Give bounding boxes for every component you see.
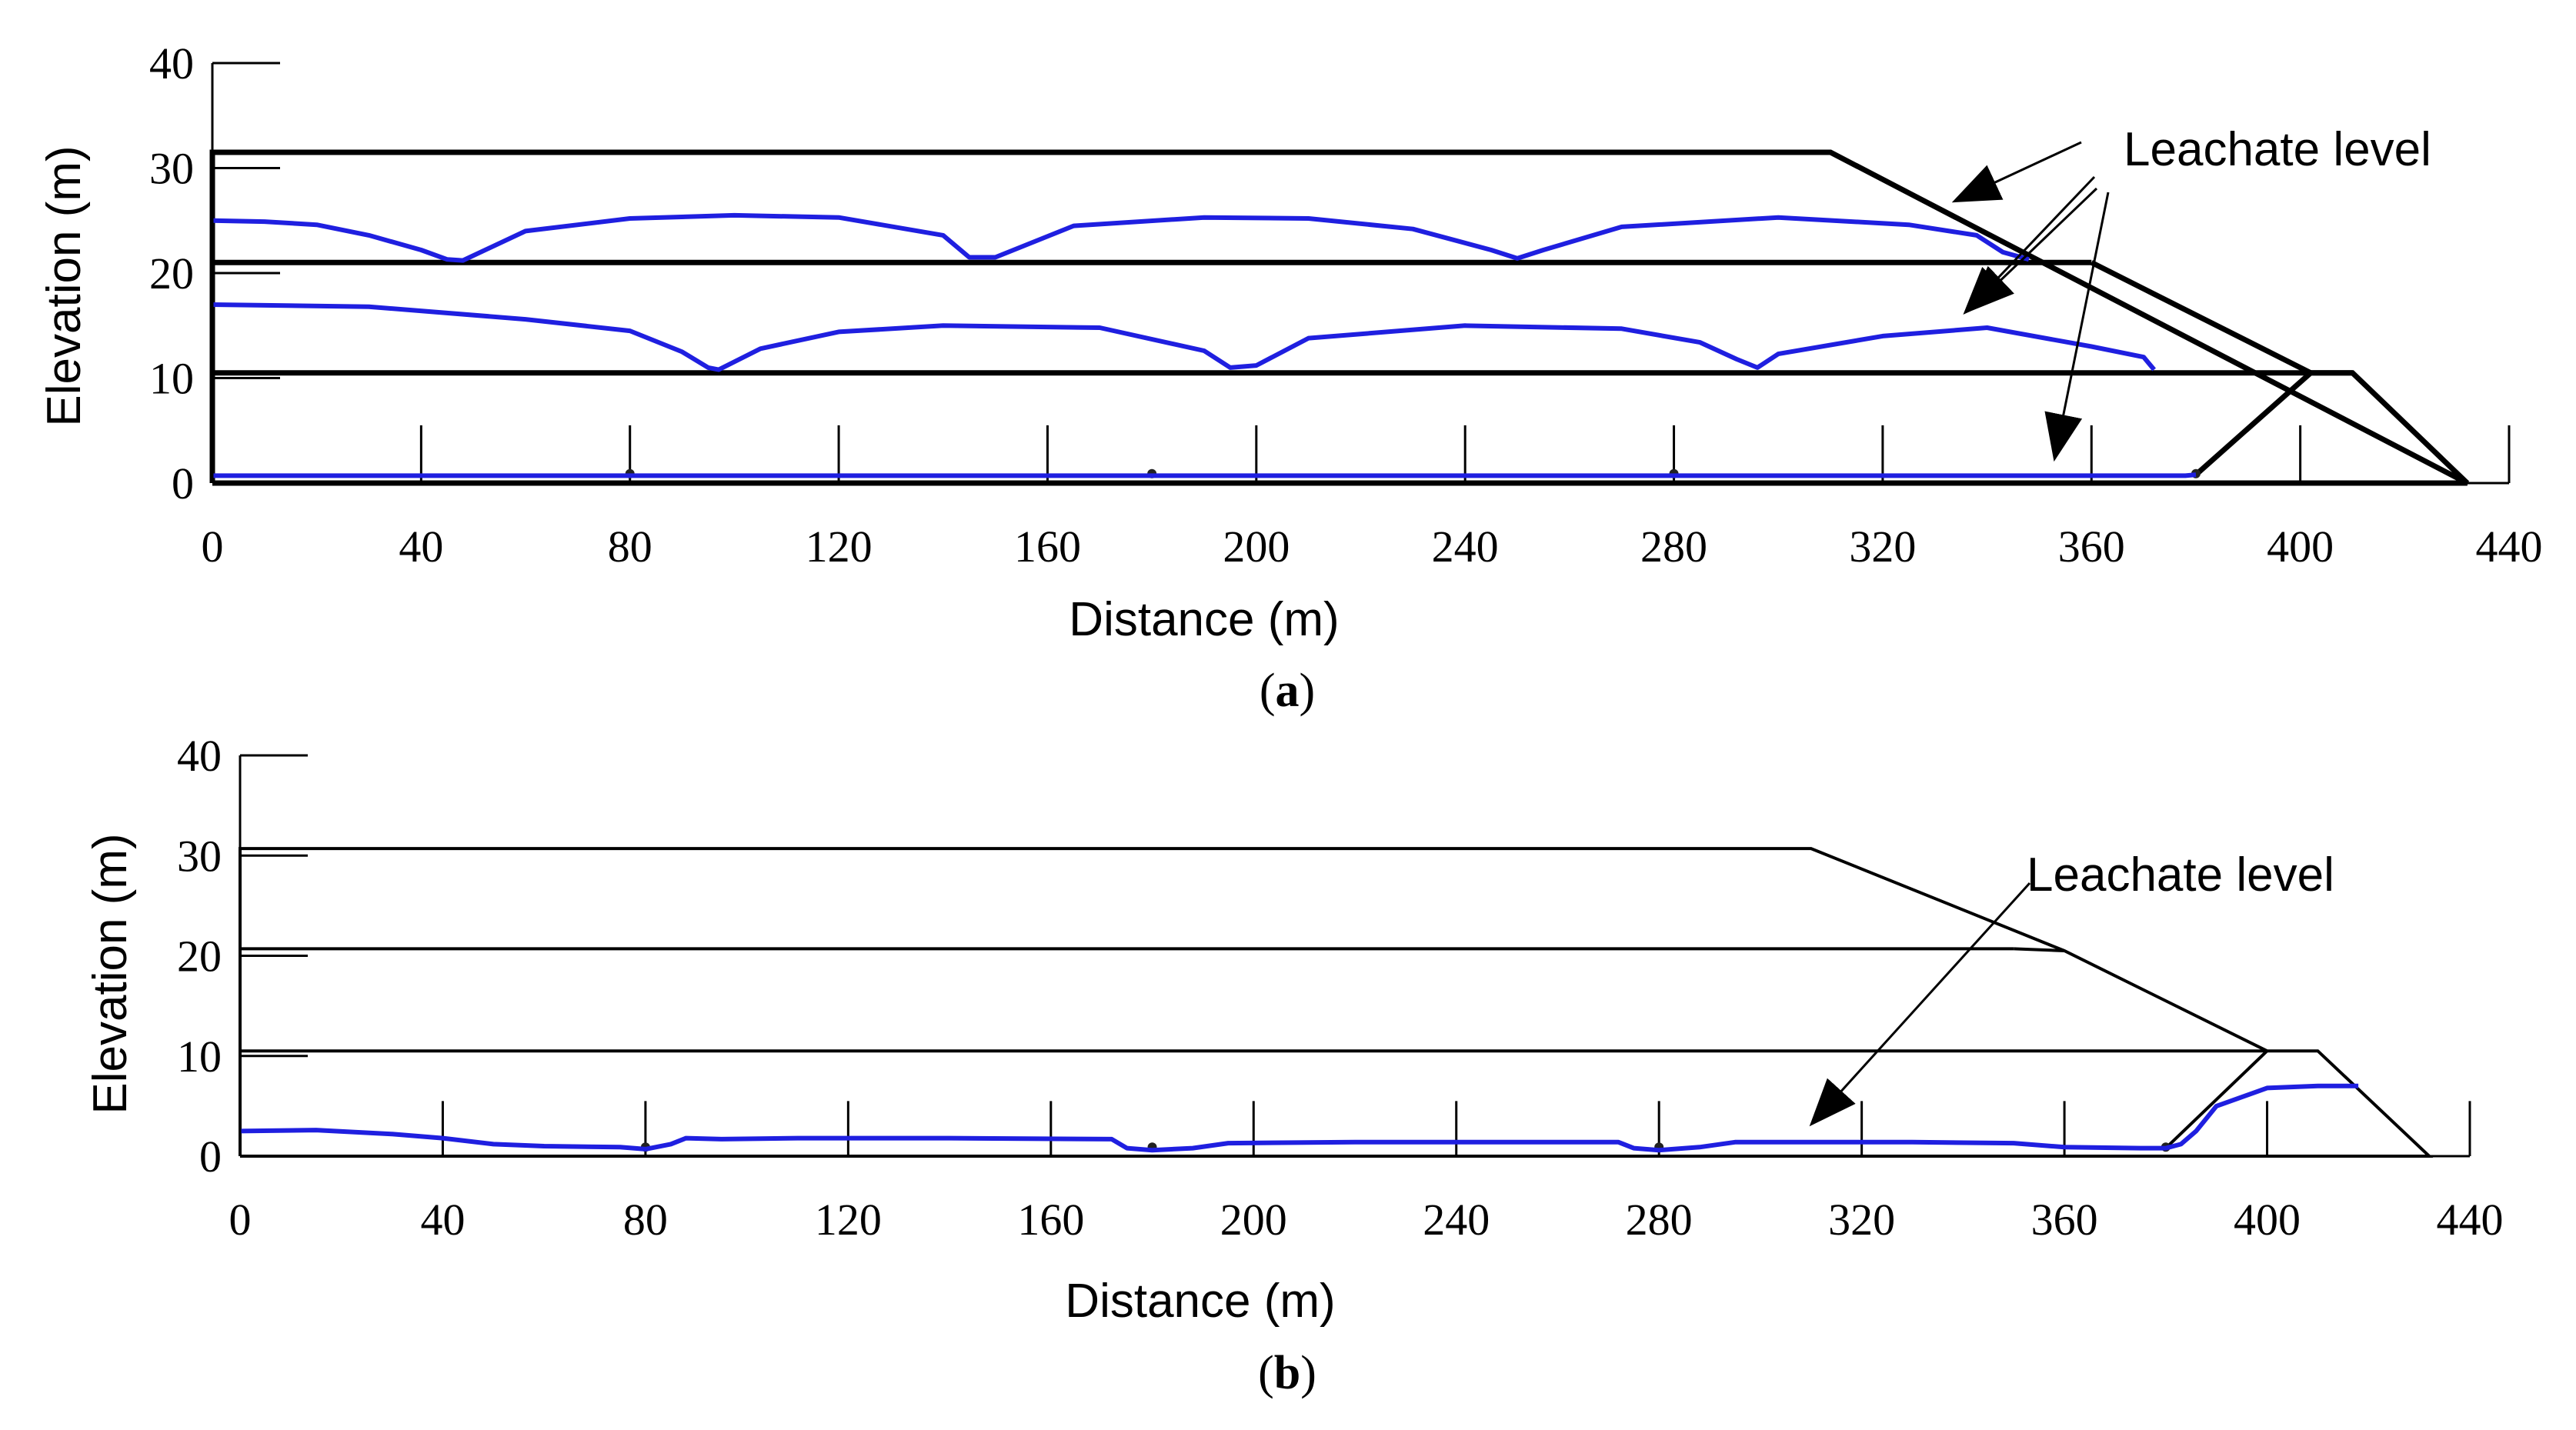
x-tick-label: 440 [2476, 522, 2543, 572]
panel-a-caption-open: ( [1260, 665, 1276, 717]
x-tick-label: 80 [623, 1195, 668, 1245]
y-tick-label: 10 [149, 354, 194, 404]
y-tick-label: 20 [177, 932, 222, 982]
panel-a-caption: (a) [1260, 665, 1315, 717]
x-tick-label: 200 [1223, 522, 1290, 572]
y-tick-label: 0 [199, 1132, 222, 1182]
x-tick-label: 160 [1014, 522, 1081, 572]
x-tick-label: 160 [1017, 1195, 1084, 1245]
slope-line [2164, 1049, 2268, 1150]
y-tick-label: 0 [172, 458, 194, 508]
panel-a-ylabel: Elevation (m) [38, 145, 91, 426]
y-tick-label: 30 [149, 144, 194, 194]
slope-line [2090, 260, 2312, 375]
panel-b-ylabel: Elevation (m) [84, 833, 137, 1114]
annotation-arrow [1967, 187, 2098, 313]
x-tick-label: 280 [1626, 1195, 1693, 1245]
x-tick-label: 40 [399, 522, 443, 572]
y-tick-label: 30 [177, 831, 222, 881]
panel-b-annotation: Leachate level [2027, 848, 2334, 902]
panel-b-xlabel: Distance (m) [1065, 1275, 1335, 1328]
panel-a-series [212, 212, 2197, 478]
panel-b-series [239, 1083, 2359, 1153]
panel-b-caption: (b) [1258, 1347, 1316, 1399]
y-tick-label: 40 [177, 731, 222, 781]
x-tick-label: 360 [2058, 522, 2125, 572]
x-tick-label: 320 [1828, 1195, 1895, 1245]
x-tick-label: 80 [608, 522, 652, 572]
panel-b-arrows [1809, 882, 2031, 1127]
leachate-line [212, 212, 2030, 263]
annotation-arrow [1951, 141, 2082, 203]
panel-a-caption-label: a [1276, 665, 1300, 717]
x-tick-label: 200 [1220, 1195, 1287, 1245]
x-tick-label: 0 [202, 522, 224, 572]
panel-a-geometry [209, 149, 2470, 486]
x-tick-label: 120 [806, 522, 873, 572]
x-tick-label: 440 [2437, 1195, 2504, 1245]
annotation-arrow [1809, 882, 2031, 1127]
y-tick-label: 10 [177, 1032, 222, 1082]
leachate-line [212, 302, 2157, 372]
x-tick-label: 320 [1849, 522, 1916, 572]
panel-b-caption-label: b [1274, 1347, 1300, 1399]
x-tick-label: 240 [1423, 1195, 1490, 1245]
x-tick-label: 240 [1432, 522, 1499, 572]
slope-line [2194, 370, 2470, 485]
panel-b-caption-close: ) [1300, 1347, 1316, 1399]
annotation-arrow [2044, 192, 2110, 462]
x-tick-label: 400 [2267, 522, 2334, 572]
x-tick-label: 120 [815, 1195, 882, 1245]
landfill-outline [209, 149, 2469, 486]
panel-a-xlabel: Distance (m) [1069, 593, 1339, 646]
panel-a-annotation: Leachate level [2124, 123, 2431, 176]
x-tick-label: 40 [420, 1195, 465, 1245]
panel-a-arrows [1951, 141, 2110, 462]
x-tick-label: 360 [2031, 1195, 2098, 1245]
x-tick-label: 0 [229, 1195, 252, 1245]
panel-b-axes [239, 755, 2471, 1158]
y-tick-label: 20 [149, 248, 194, 298]
slope-line [2014, 947, 2065, 952]
x-tick-label: 280 [1640, 522, 1707, 572]
panel-b-caption-open: ( [1258, 1347, 1274, 1399]
x-tick-label: 400 [2234, 1195, 2301, 1245]
panel-a-caption-close: ) [1300, 665, 1316, 717]
leachate-line [239, 1083, 2359, 1153]
landfill-outline [239, 847, 2434, 1158]
y-tick-label: 40 [149, 38, 194, 88]
